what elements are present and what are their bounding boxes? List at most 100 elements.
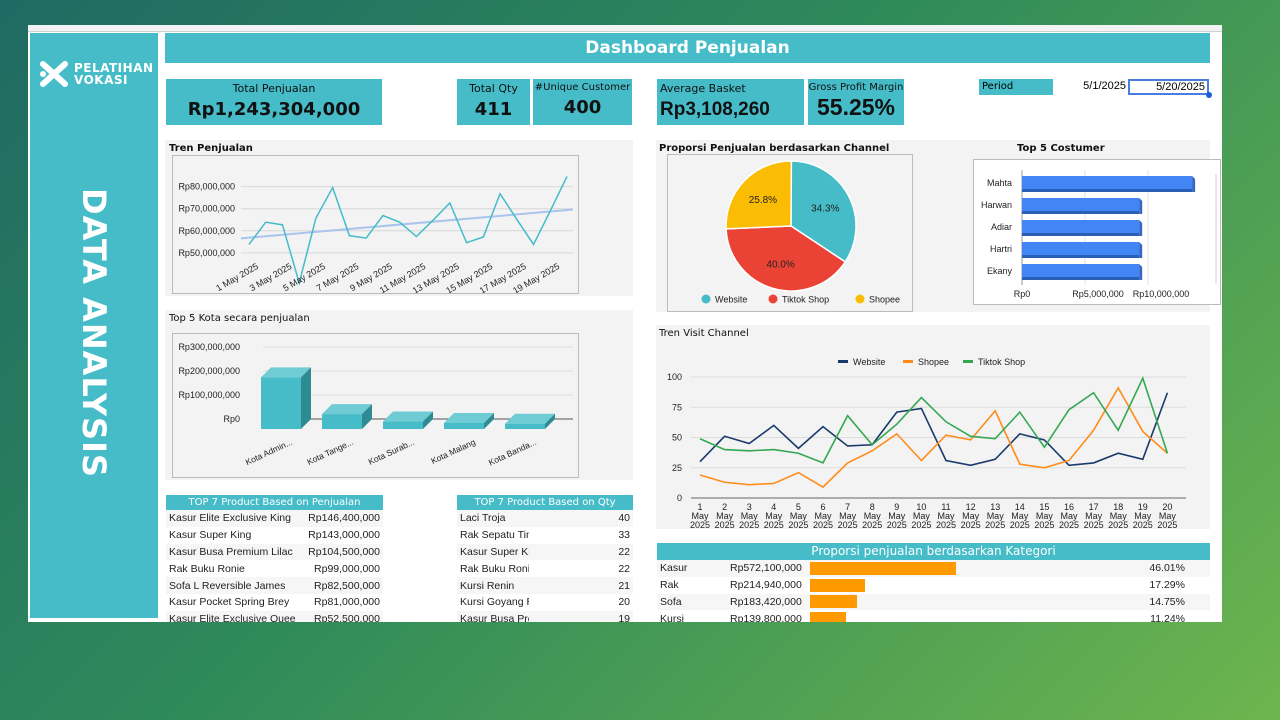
category-name[interactable]: Kursi <box>660 612 684 622</box>
product-name-cell[interactable]: Kasur Busa Premium Lilac <box>166 543 303 561</box>
product-value-cell[interactable]: 21 <box>529 577 633 594</box>
table-row[interactable]: Rak Rp214,940,000 17.29% <box>657 577 1210 594</box>
city-bar <box>505 423 545 429</box>
table-row[interactable]: Kasur Elite Exclusive Quee Rp52,500,000 <box>166 610 383 622</box>
category-name[interactable]: Sofa <box>657 593 727 611</box>
series-line <box>699 392 1169 467</box>
product-value-cell[interactable]: Rp99,000,000 <box>314 562 380 575</box>
product-name-cell[interactable]: Rak Sepatu Tim <box>460 529 529 542</box>
category-value[interactable]: Rp572,100,000 <box>727 560 807 577</box>
product-value-cell[interactable]: Rp81,000,000 <box>314 596 380 609</box>
category-value[interactable]: Rp214,940,000 <box>730 579 802 592</box>
category-pct[interactable]: 11.24% <box>1150 612 1185 622</box>
product-name-cell[interactable]: Kasur Elite Exclusive Quee <box>166 610 303 622</box>
table-row[interactable]: Kasur Super Kin 22 <box>457 543 633 561</box>
x-tick-label: 2025 <box>1010 520 1030 529</box>
bar-shadow <box>1022 255 1140 258</box>
product-name-cell[interactable]: Kursi Goyang Ri <box>460 596 529 609</box>
kpi-value: Rp3,108,260 <box>660 99 770 120</box>
x-tick-label: 2025 <box>985 520 1005 529</box>
x-tick-label: May <box>1134 511 1152 521</box>
tren-penjualan-chart[interactable]: Rp50,000,000 Rp60,000,000 Rp70,000,000 Rp80… <box>172 155 579 294</box>
product-value-cell[interactable]: 20 <box>618 596 630 609</box>
kategori-table: Proporsi penjualan berdasarkan Kategori … <box>657 543 1210 622</box>
product-value-cell[interactable]: Rp52,500,000 <box>302 610 383 622</box>
legend-label: Tiktok Shop <box>782 295 829 305</box>
category-pct[interactable]: 14.75% <box>1127 593 1210 611</box>
table-row[interactable]: Kasur Pocket Spring Brey Rp81,000,000 <box>166 594 383 611</box>
product-value-cell[interactable]: Rp143,000,000 <box>308 529 380 542</box>
table-row[interactable]: Kasur Super King Rp143,000,000 <box>166 527 383 544</box>
chart-title: Tren Visit Channel <box>659 328 749 339</box>
product-name-cell[interactable]: Laci Troja <box>457 510 529 527</box>
table-row[interactable]: Sofa L Reversible James Rp82,500,000 <box>166 577 383 594</box>
product-name-cell[interactable]: Rak Buku Ronie <box>460 562 529 575</box>
product-value-cell[interactable]: 19 <box>529 610 633 622</box>
category-name[interactable]: Kasur <box>657 560 727 577</box>
trendline <box>240 208 574 240</box>
product-name-cell[interactable]: Kasur Pocket Spring Brey <box>169 596 290 609</box>
product-value-cell[interactable]: 22 <box>618 562 630 575</box>
table-row[interactable]: Kursi Goyang Ri 20 <box>457 594 633 611</box>
x-tick-label: May <box>691 511 709 521</box>
x-tick-label: May <box>741 511 759 521</box>
category-pct[interactable]: 17.29% <box>1149 579 1185 592</box>
top5-kota-chart[interactable]: Rp0 Rp100,000,000 Rp200,000,000 Rp300,000,0… <box>172 333 579 478</box>
product-name-cell[interactable]: Rak Buku Ronie <box>169 562 245 575</box>
product-name-cell[interactable]: Sofa L Reversible James <box>166 577 303 594</box>
table-row[interactable]: Kasur Busa Pre 19 <box>457 610 633 622</box>
table-row[interactable]: Kasur Elite Exclusive King Rp146,400,000 <box>166 510 383 527</box>
table-row[interactable]: Laci Troja 40 <box>457 510 633 527</box>
x-tick-label: Rp10,000,000 <box>1133 289 1190 299</box>
product-name-cell[interactable]: Kursi Renin <box>457 577 529 594</box>
table-row[interactable]: Kasur Busa Premium Lilac Rp104,500,000 <box>166 543 383 561</box>
product-value-cell[interactable]: 22 <box>529 543 633 561</box>
x-tick-label: 14 <box>1015 502 1025 512</box>
product-name-cell[interactable]: Kasur Busa Pre <box>457 610 529 622</box>
product-value-cell[interactable]: Rp146,400,000 <box>302 510 383 527</box>
category-bar <box>810 578 865 592</box>
category-bar <box>810 595 857 609</box>
logo-text: PELATIHAN <box>74 61 154 75</box>
product-value-cell[interactable]: Rp82,500,000 <box>302 577 383 594</box>
x-tick-label: 2025 <box>739 520 759 529</box>
bar-side <box>423 411 433 429</box>
product-value-cell[interactable]: 33 <box>618 529 630 542</box>
product-name-cell[interactable]: Kasur Super King <box>169 529 252 542</box>
x-tick-label: 2025 <box>838 520 858 529</box>
product-value-cell[interactable]: Rp104,500,000 <box>302 543 383 561</box>
x-tick-label: May <box>1036 511 1054 521</box>
kpi-label: Average Basket <box>660 82 746 95</box>
product-name-cell[interactable]: Kasur Elite Exclusive King <box>166 510 303 527</box>
product-value-cell[interactable]: 40 <box>529 510 633 527</box>
period-start-cell[interactable]: 5/1/2025 <box>1083 80 1126 92</box>
product-name-cell[interactable]: Kasur Super Kin <box>457 543 529 561</box>
table-row[interactable]: Kasur Rp572,100,000 46.01% <box>657 560 1210 577</box>
category-value[interactable]: Rp139,800,000 <box>730 612 802 622</box>
x-tick-label: 2025 <box>961 520 981 529</box>
table-row[interactable]: Rak Buku Ronie 22 <box>457 560 633 577</box>
period-end-cell[interactable]: 5/20/2025 <box>1128 79 1209 95</box>
table-header: TOP 7 Product Based on Qty <box>457 495 633 510</box>
channel-pie-chart[interactable]: 34.3% 40.0% 25.8% Website Tiktok Shop Shopee <box>667 154 913 312</box>
x-tick-label: Kota Tange... <box>305 437 354 467</box>
bar-shadow <box>1022 233 1140 236</box>
table-row[interactable]: Rak Sepatu Tim 33 <box>457 527 633 544</box>
x-tick-label: 2025 <box>911 520 931 529</box>
table-row[interactable]: Rak Buku Ronie Rp99,000,000 <box>166 560 383 577</box>
bar-side <box>1139 264 1143 280</box>
table-row[interactable]: Kursi Rp139,800,000 11.24% <box>657 610 1210 622</box>
fill-handle[interactable] <box>1206 92 1212 98</box>
x-tick-label: 2025 <box>887 520 907 529</box>
category-name[interactable]: Rak <box>660 579 679 592</box>
table-row[interactable]: Sofa Rp183,420,000 14.75% <box>657 593 1210 611</box>
table-row[interactable]: Kursi Renin 21 <box>457 577 633 594</box>
x-tick-label: 2025 <box>715 520 735 529</box>
category-value[interactable]: Rp183,420,000 <box>727 593 807 611</box>
y-tick-label: 100 <box>667 372 682 382</box>
top5-customer-chart[interactable]: Rp0 Rp5,000,000 Rp10,000,000 Mahta Harwan Adi… <box>973 159 1221 305</box>
legend-label: Shopee <box>869 295 900 305</box>
y-tick-label: 25 <box>672 463 682 473</box>
category-pct[interactable]: 46.01% <box>1127 560 1210 577</box>
